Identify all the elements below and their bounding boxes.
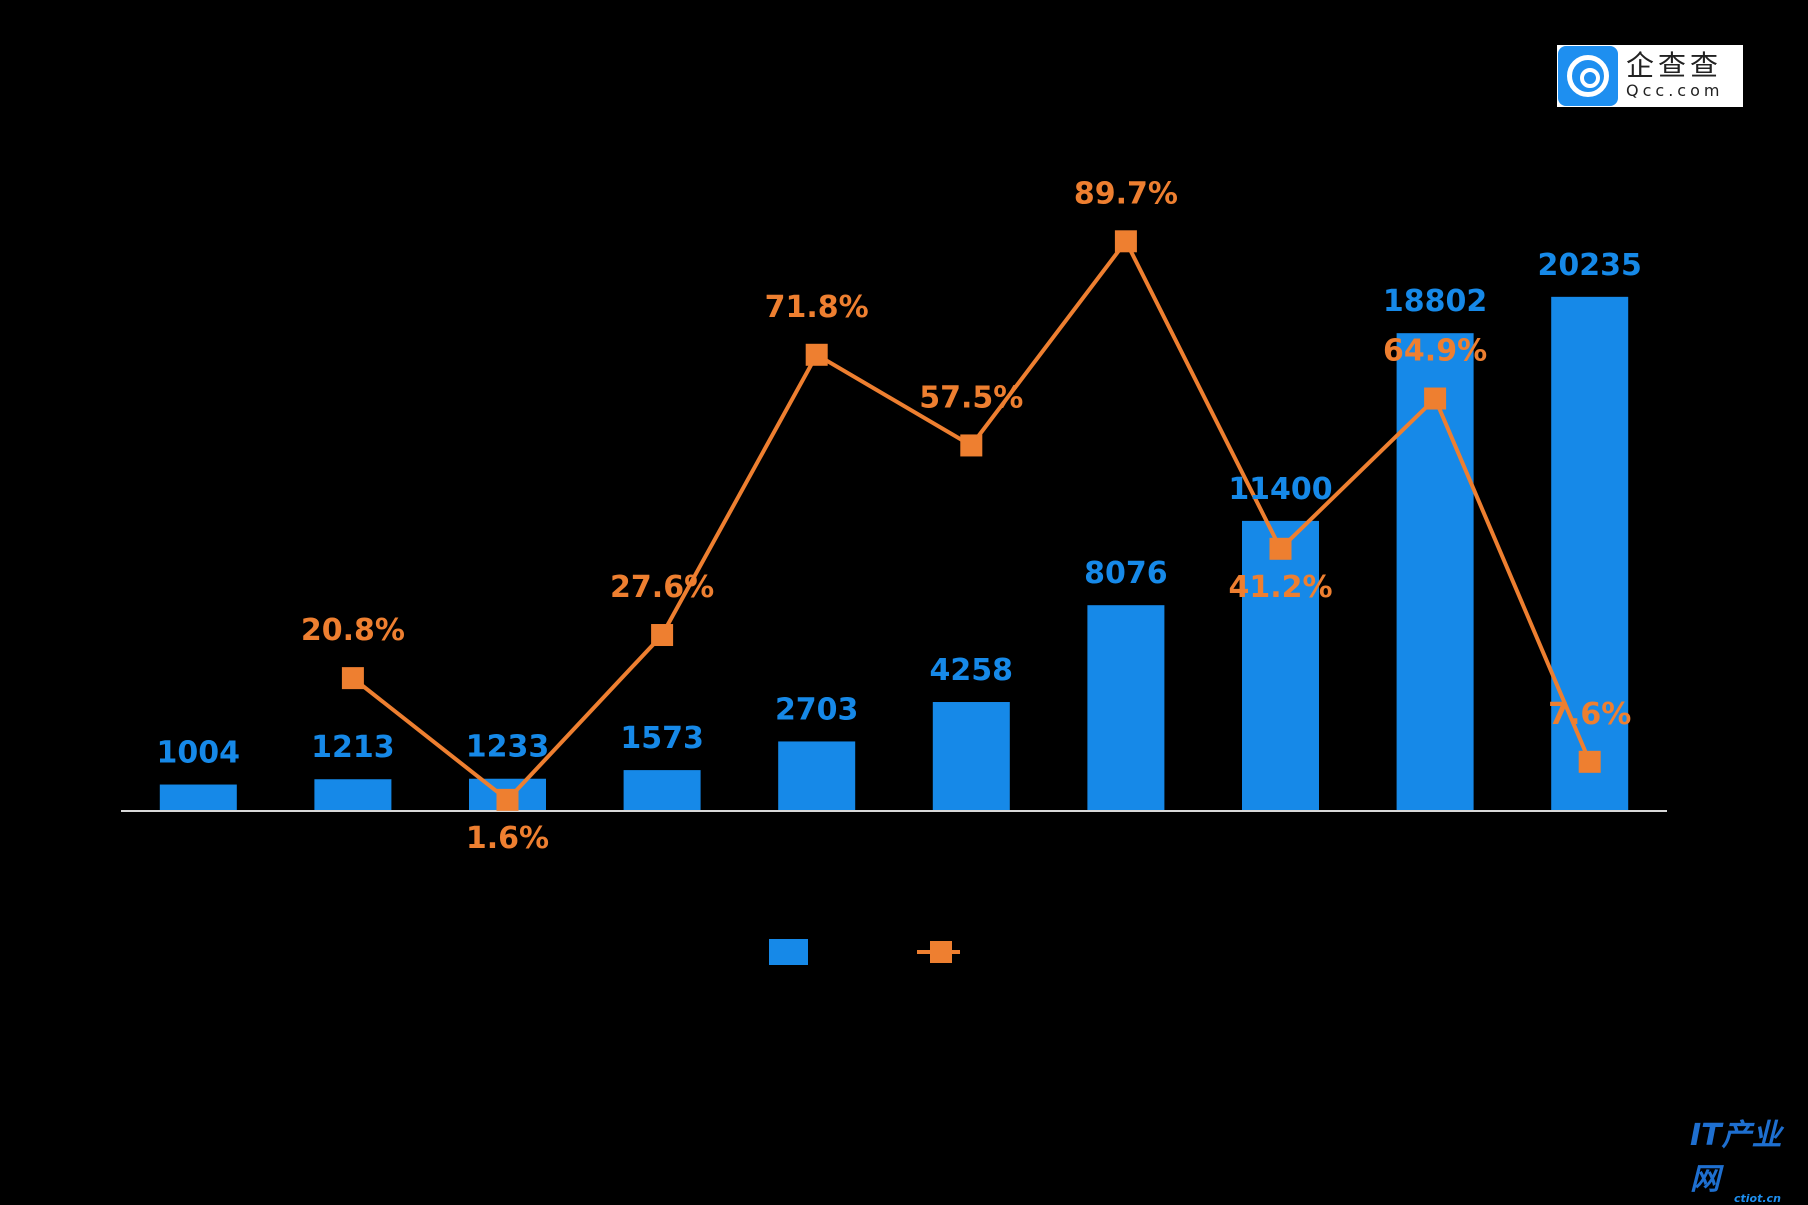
logo-cn: 企查查 bbox=[1626, 49, 1723, 82]
line-data-label: 71.8% bbox=[765, 290, 869, 325]
bar-data-label: 1213 bbox=[311, 730, 395, 765]
line-marker bbox=[960, 434, 983, 457]
bar-data-label: 18802 bbox=[1383, 284, 1487, 319]
line-data-label: 89.7% bbox=[1074, 176, 1178, 211]
bar bbox=[932, 702, 1010, 810]
bar-data-label: 1573 bbox=[620, 721, 704, 756]
line-data-label: 1.6% bbox=[466, 821, 549, 856]
bar-data-label: 8076 bbox=[1084, 556, 1168, 591]
qcc-logo: 企查查 Qcc.com bbox=[1557, 45, 1743, 107]
bar bbox=[314, 779, 392, 810]
watermark-en: ctiot.cn bbox=[1734, 1192, 1781, 1205]
line-marker bbox=[805, 343, 828, 366]
logo-en: Qcc.com bbox=[1626, 81, 1724, 100]
line-marker bbox=[651, 624, 674, 647]
bar-data-label: 1233 bbox=[466, 730, 550, 765]
line-data-label: 41.2% bbox=[1228, 570, 1332, 605]
bar-data-label: 4258 bbox=[930, 653, 1014, 688]
bar-data-label: 20235 bbox=[1538, 248, 1642, 283]
bar bbox=[1242, 520, 1319, 810]
bar-data-label: 11400 bbox=[1228, 472, 1332, 507]
bar bbox=[1396, 333, 1474, 810]
chart: 1004 1213 1233 1573 2703 4258 8076 11400 18802 20… bbox=[121, 176, 1667, 965]
legend-bar-swatch bbox=[769, 939, 808, 965]
line-marker bbox=[1269, 537, 1292, 560]
watermark-cn: IT产业网 bbox=[1690, 1118, 1782, 1197]
bar bbox=[1551, 296, 1629, 810]
bar bbox=[623, 770, 701, 810]
line-data-label: 7.6% bbox=[1548, 697, 1631, 732]
line-marker bbox=[341, 667, 364, 690]
line-marker bbox=[1424, 387, 1447, 410]
line-data-label: 64.9% bbox=[1383, 334, 1487, 369]
bar-data-label: 1004 bbox=[157, 736, 241, 771]
qcc-logo-icon bbox=[1558, 46, 1618, 106]
bar-data-label: 2703 bbox=[775, 692, 859, 727]
line-marker bbox=[1578, 750, 1601, 773]
watermark: IT产业网 ctiot.cn bbox=[1690, 1110, 1808, 1205]
legend-line-marker bbox=[930, 941, 952, 963]
bar bbox=[1087, 605, 1165, 810]
line-marker bbox=[496, 788, 519, 811]
line-data-label: 20.8% bbox=[301, 613, 405, 648]
line-data-label: 27.6% bbox=[610, 570, 714, 605]
line-data-label: 57.5% bbox=[919, 380, 1023, 415]
bar bbox=[159, 784, 237, 810]
line-marker bbox=[1114, 230, 1137, 253]
bar bbox=[778, 741, 856, 810]
